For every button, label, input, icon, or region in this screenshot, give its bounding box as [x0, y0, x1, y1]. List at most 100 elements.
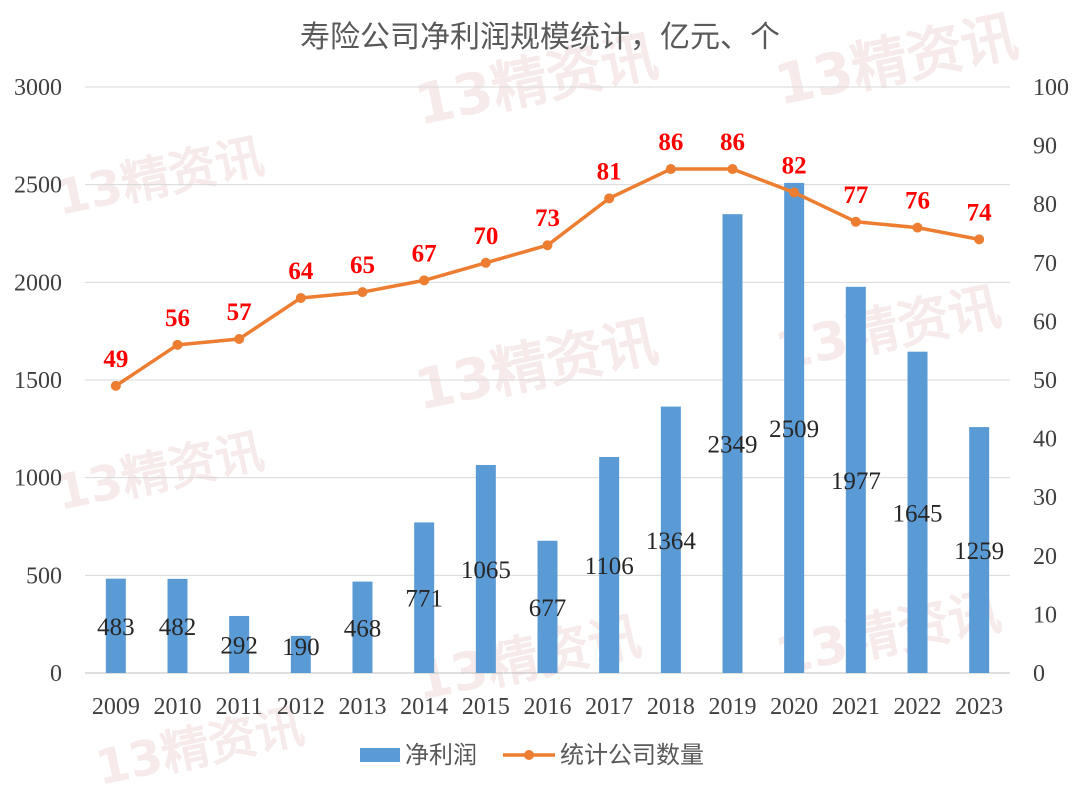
bar-series: [105, 182, 990, 674]
bar-data-label: 292: [220, 632, 258, 659]
bar-data-label: 1065: [461, 557, 511, 584]
axes: 0 500 1000 1500 2000 2500 3000 0 10 20 30 40 50 60 70 8…: [14, 75, 1069, 720]
bar-data-label: 2509: [769, 416, 819, 443]
x-tick-label: 2022: [894, 694, 942, 720]
legend-label-line: 统计公司数量: [560, 741, 704, 769]
legend-label-bar: 净利润: [405, 741, 477, 769]
y-right-tick-label: 90: [1033, 134, 1057, 160]
bar-data-label: 468: [344, 615, 382, 642]
bar-data-label: 482: [159, 614, 197, 641]
chart-title: 寿险公司净利润规模统计，亿元、个: [300, 20, 780, 55]
line-point: [110, 380, 121, 391]
line-point: [604, 193, 615, 204]
x-tick-label: 2019: [709, 694, 757, 720]
x-tick-label: 2018: [647, 694, 695, 720]
watermark-text: 13精资讯: [409, 309, 663, 424]
y-left-tick-label: 1000: [14, 466, 62, 492]
line-data-label: 82: [782, 152, 807, 179]
line-point: [357, 287, 368, 298]
line-point: [727, 164, 738, 175]
line-data-label: 74: [967, 199, 993, 226]
line-point: [912, 222, 923, 233]
bar-data-label: 190: [282, 634, 320, 661]
x-tick-label: 2010: [154, 694, 202, 720]
x-tick-label: 2016: [524, 694, 572, 720]
x-tick-label: 2020: [770, 694, 818, 720]
line-data-label: 56: [165, 305, 190, 332]
bar-data-label: 483: [97, 614, 135, 641]
y-right-tick-label: 80: [1033, 192, 1057, 218]
y-right-tick-label: 100: [1033, 75, 1069, 101]
bar-data-label: 771: [405, 586, 443, 613]
line-data-label: 73: [535, 205, 560, 232]
watermark-text: 13精资讯: [769, 4, 1023, 119]
line-data-label: 64: [288, 258, 314, 285]
x-tick-label: 2013: [339, 694, 387, 720]
y-left-tick-label: 1500: [14, 368, 62, 394]
bar-data-label: 1106: [585, 553, 634, 580]
bar-data-label: 2349: [708, 432, 758, 459]
bar: [845, 286, 866, 673]
watermark-text: 13精资讯: [51, 423, 269, 522]
y-left-tick-label: 0: [50, 661, 62, 687]
x-tick-label: 2017: [585, 694, 633, 720]
legend-swatch-marker: [524, 750, 534, 760]
bar: [969, 427, 990, 673]
line-point: [234, 333, 245, 344]
legend-swatch-bar: [360, 748, 400, 762]
x-tick-label: 2015: [462, 694, 510, 720]
watermark-text: 13精资讯: [51, 128, 269, 227]
x-tick-label: 2009: [92, 694, 140, 720]
line-data-label: 70: [473, 223, 498, 250]
line-data-label: 86: [658, 129, 683, 156]
line-data-label: 81: [597, 158, 622, 185]
x-tick-label: 2014: [400, 694, 448, 720]
y-right-tick-label: 60: [1033, 309, 1057, 335]
y-right-tick-label: 50: [1033, 368, 1057, 394]
bar-data-label: 1977: [831, 468, 881, 495]
line-data-label: 67: [412, 240, 437, 267]
bar: [167, 578, 188, 673]
bar: [599, 456, 620, 673]
y-left-tick-label: 500: [26, 563, 62, 589]
data-labels: 483 482 292 190 468 771 1065 677 1106 1364 2349 250…: [97, 129, 1004, 661]
line-point: [480, 257, 491, 268]
y-right-tick-label: 70: [1033, 251, 1057, 277]
line-data-label: 65: [350, 252, 375, 279]
line-data-label: 77: [843, 182, 868, 209]
bar: [414, 522, 435, 673]
y-right-tick-label: 30: [1033, 485, 1057, 511]
x-tick-label: 2023: [955, 694, 1003, 720]
bar: [105, 578, 126, 673]
line-data-label: 86: [720, 129, 745, 156]
x-tick-label: 2011: [216, 694, 263, 720]
line-point: [974, 234, 985, 245]
line-point: [542, 240, 553, 251]
y-right-tick-label: 10: [1033, 602, 1057, 628]
line-point: [419, 275, 430, 286]
line-data-label: 57: [227, 299, 252, 326]
bar-data-label: 1259: [954, 538, 1004, 565]
x-tick-label: 2021: [832, 694, 880, 720]
bar: [660, 406, 681, 673]
y-right-tick-label: 0: [1033, 661, 1045, 687]
bar: [475, 464, 496, 673]
watermark-text: 13精资讯: [770, 277, 1006, 383]
bar: [537, 540, 558, 673]
x-tick-label: 2012: [277, 694, 325, 720]
line-data-label: 76: [905, 188, 930, 215]
bar: [352, 581, 373, 673]
line-series: [110, 164, 985, 391]
line-point: [850, 216, 861, 227]
line-point: [665, 164, 676, 175]
bar-data-label: 677: [529, 595, 567, 622]
line-point: [172, 339, 183, 350]
bar: [290, 635, 311, 673]
y-left-tick-label: 2500: [14, 173, 62, 199]
y-left-tick-label: 2000: [14, 270, 62, 296]
bar: [722, 214, 743, 674]
line-point: [789, 187, 800, 198]
bar: [229, 615, 250, 673]
